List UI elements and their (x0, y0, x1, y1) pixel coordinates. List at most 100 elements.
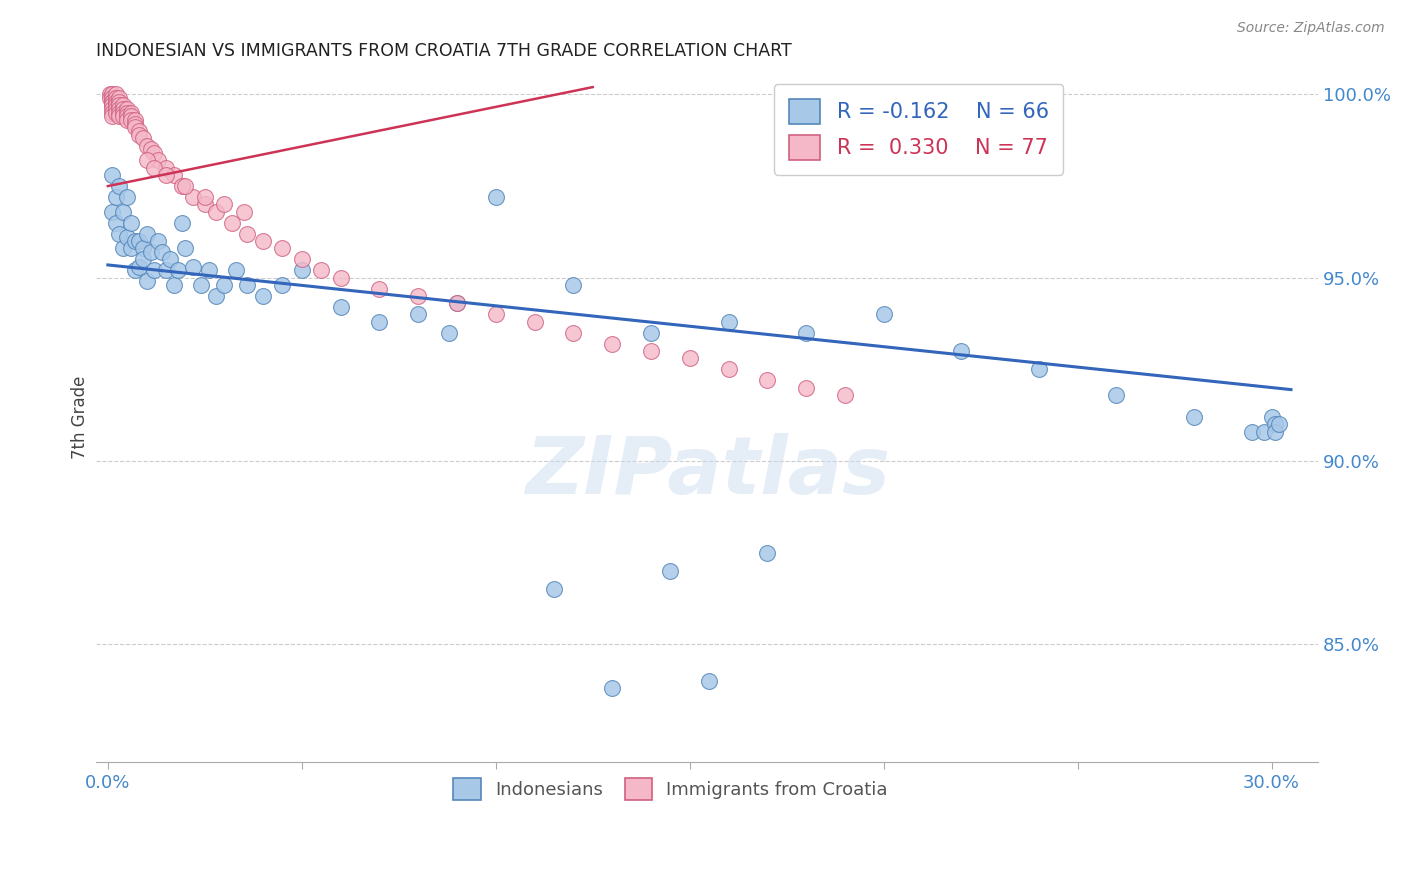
Point (640, 344, 662, 359)
Point (120, 110, 142, 124)
Point (132, 252, 155, 267)
Point (523, 315, 546, 329)
Point (108, 105, 131, 120)
Point (271, 242, 294, 256)
Point (155, 263, 177, 277)
Point (166, 263, 188, 277)
Point (873, 308, 896, 322)
Point (212, 278, 235, 293)
Point (135, 138, 157, 153)
Point (128, 234, 150, 248)
Point (128, 260, 150, 274)
Point (834, 388, 856, 402)
Point (108, 98, 131, 112)
Point (181, 190, 204, 204)
Point (143, 146, 166, 161)
Point (132, 242, 155, 256)
Point (252, 234, 274, 248)
Point (150, 245, 173, 260)
Point (112, 110, 135, 124)
Point (1253, 425, 1275, 439)
Point (135, 227, 157, 241)
Point (236, 227, 259, 241)
Point (163, 168, 186, 182)
Point (139, 143, 162, 157)
Point (100, 204, 122, 219)
Point (100, 105, 122, 120)
Point (104, 216, 127, 230)
Legend: Indonesians, Immigrants from Croatia: Indonesians, Immigrants from Croatia (439, 764, 903, 814)
Point (1264, 417, 1286, 432)
Point (600, 681, 623, 696)
Point (104, 98, 127, 112)
Point (600, 336, 623, 351)
Point (120, 113, 142, 128)
Text: Source: ZipAtlas.com: Source: ZipAtlas.com (1237, 21, 1385, 35)
Point (205, 289, 228, 303)
Point (190, 278, 212, 293)
Point (100, 91, 122, 105)
Point (112, 242, 135, 256)
Point (108, 102, 131, 116)
Point (117, 113, 139, 128)
Point (181, 260, 204, 274)
Point (155, 161, 177, 175)
Point (717, 362, 740, 376)
Point (100, 168, 122, 182)
Point (139, 245, 162, 260)
Point (212, 197, 235, 211)
Point (112, 105, 135, 120)
Point (104, 95, 127, 109)
Point (368, 282, 391, 296)
Point (159, 252, 181, 267)
Point (143, 161, 166, 175)
Point (100, 98, 122, 112)
Point (640, 326, 662, 340)
Point (112, 98, 135, 112)
Point (128, 128, 150, 142)
Point (108, 110, 131, 124)
Point (104, 102, 127, 116)
Point (406, 289, 429, 303)
Point (112, 204, 135, 219)
Point (135, 153, 157, 168)
Point (756, 373, 779, 387)
Point (194, 190, 217, 204)
Point (98, 87, 121, 102)
Point (143, 263, 166, 277)
Point (174, 242, 197, 256)
Point (794, 381, 817, 395)
Point (679, 351, 702, 366)
Point (100, 110, 122, 124)
Point (100, 87, 122, 102)
Point (221, 216, 243, 230)
Point (132, 131, 155, 145)
Point (659, 564, 682, 578)
Point (309, 263, 332, 277)
Point (1028, 362, 1050, 376)
Point (170, 179, 193, 194)
Point (135, 275, 157, 289)
Point (756, 546, 779, 560)
Point (950, 344, 973, 359)
Point (197, 263, 219, 277)
Point (1264, 425, 1286, 439)
Point (104, 105, 127, 120)
Point (117, 102, 139, 116)
Point (329, 300, 352, 314)
Point (120, 216, 142, 230)
Point (406, 308, 429, 322)
Text: INDONESIAN VS IMMIGRANTS FROM CROATIA 7TH GRADE CORRELATION CHART: INDONESIAN VS IMMIGRANTS FROM CROATIA 7T… (96, 42, 792, 60)
Point (163, 278, 186, 293)
Point (120, 242, 142, 256)
Point (1241, 425, 1264, 439)
Point (148, 234, 170, 248)
Point (124, 117, 146, 131)
Point (100, 95, 122, 109)
Point (124, 263, 146, 277)
Point (437, 326, 460, 340)
Point (117, 110, 139, 124)
Point (271, 278, 294, 293)
Point (1260, 410, 1282, 425)
Point (98, 91, 121, 105)
